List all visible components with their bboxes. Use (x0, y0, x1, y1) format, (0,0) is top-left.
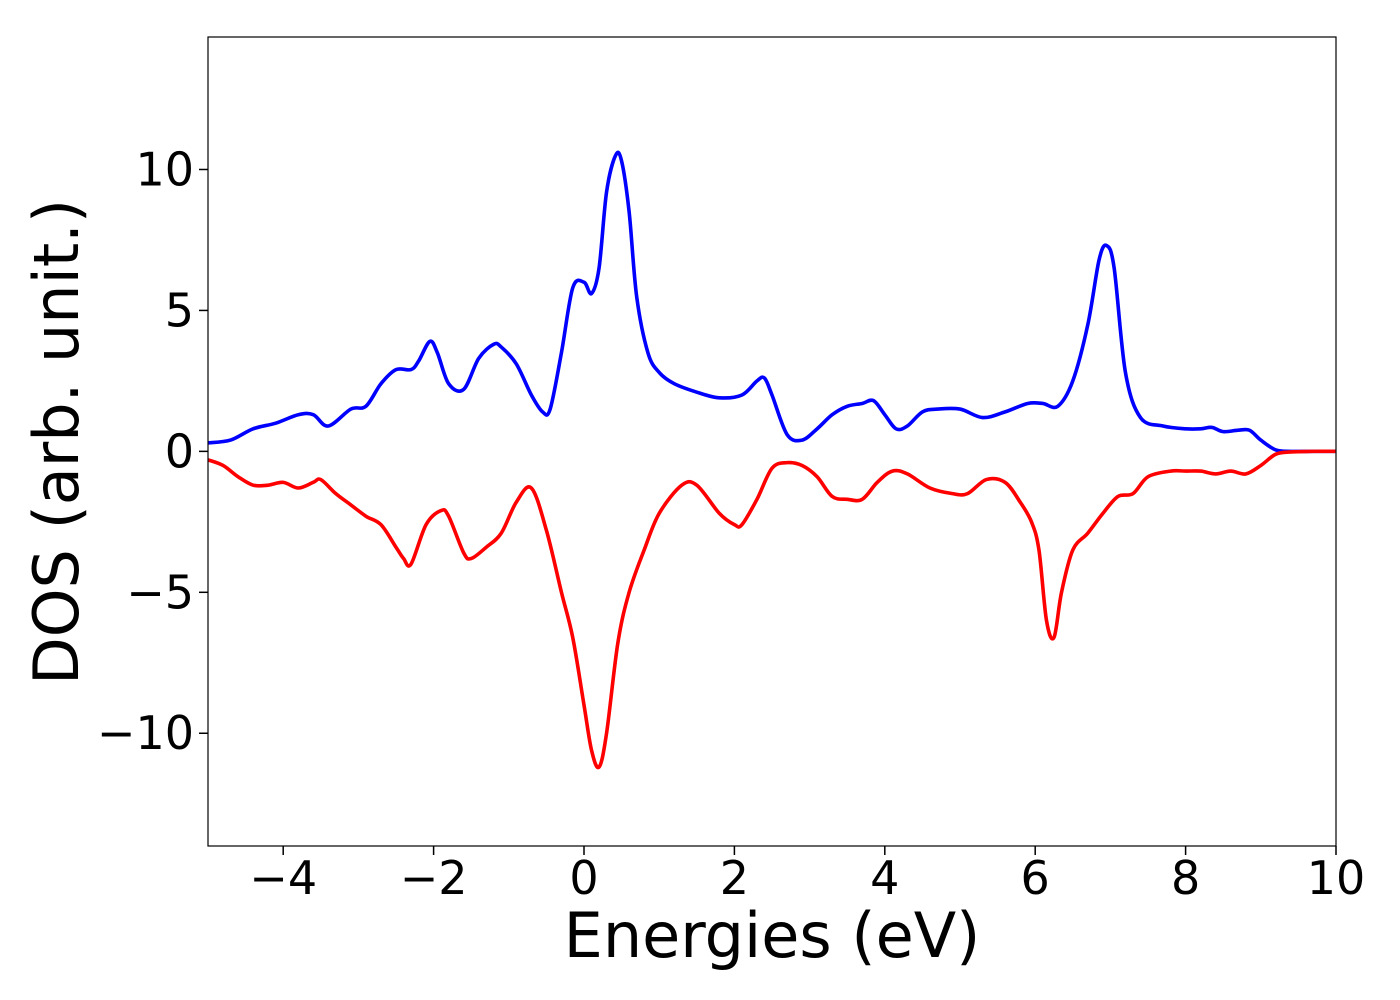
x-tick-label: 4 (870, 851, 899, 905)
y-tick-label: 10 (135, 142, 194, 196)
spin-down-line (208, 449, 1336, 770)
spin-up-line (208, 150, 1336, 454)
y-tick-label: 5 (165, 283, 194, 337)
x-ticks: −4 −2 0 2 4 6 8 10 (249, 846, 1365, 905)
x-tick-label: 10 (1307, 851, 1366, 905)
plot-frame (207, 36, 1337, 847)
y-tick-label: 0 (165, 424, 194, 478)
series-layer (208, 150, 1336, 770)
y-axis-title: DOS (arb. unit.) (20, 199, 93, 685)
y-tick-label: −10 (97, 706, 194, 760)
y-tick-label: −5 (126, 565, 194, 619)
x-tick-label: −2 (400, 851, 468, 905)
x-tick-label: 2 (720, 851, 749, 905)
x-tick-label: −4 (249, 851, 317, 905)
x-tick-label: 6 (1021, 851, 1050, 905)
x-tick-label: 8 (1171, 851, 1200, 905)
y-ticks: −10 −5 0 5 10 (97, 142, 208, 760)
x-tick-label: 0 (569, 851, 598, 905)
x-axis-title: Energies (eV) (564, 899, 981, 972)
